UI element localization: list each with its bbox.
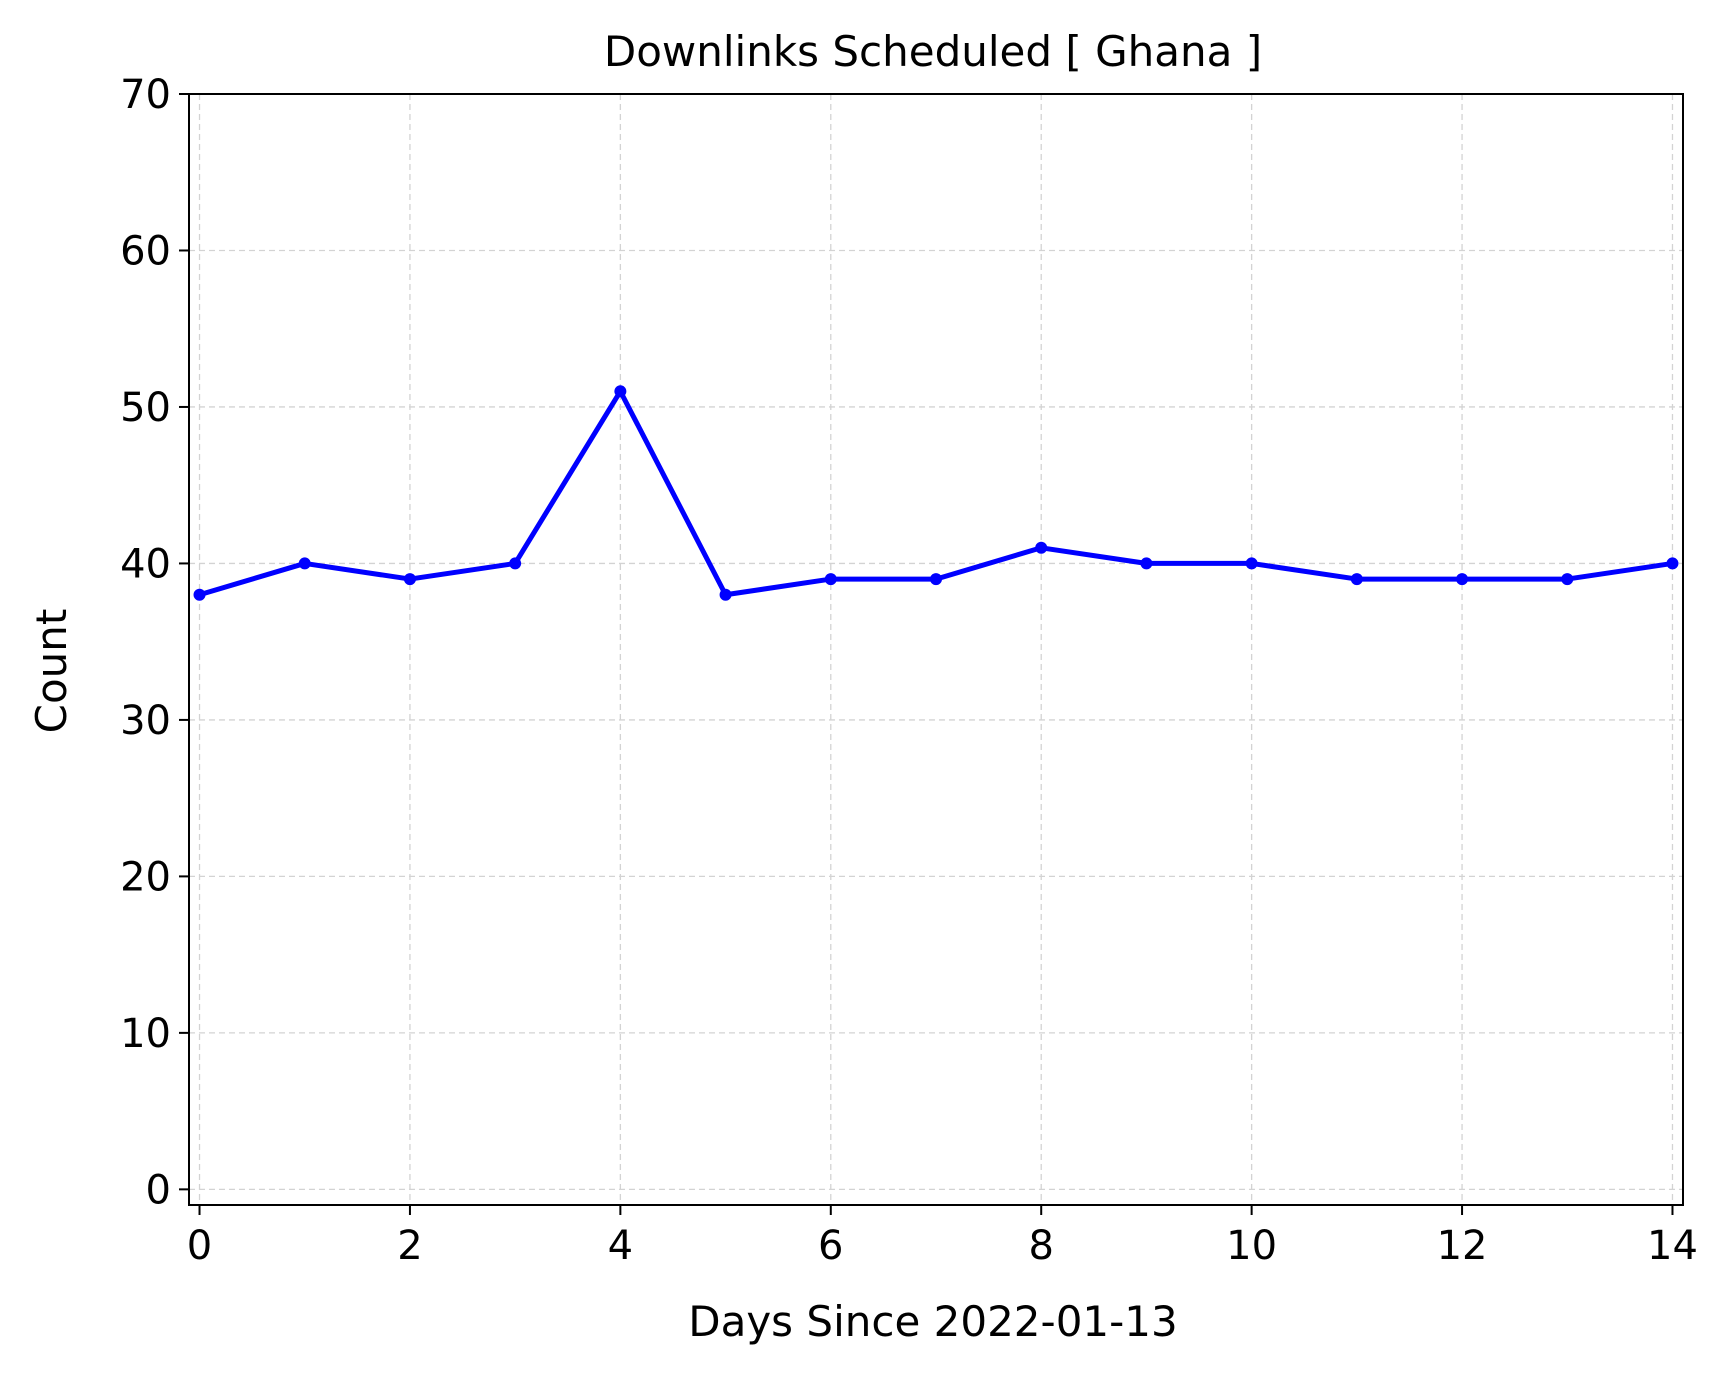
y-tick-label: 20 [120,854,171,900]
data-point [930,573,942,586]
data-point [719,588,732,601]
data-point [1350,573,1363,586]
data-point [403,573,416,586]
data-point [1035,541,1048,554]
series-line [197,388,1675,598]
x-tick-label: 6 [818,1223,843,1269]
series-layer [193,385,1679,601]
data-point [298,557,311,570]
chart-title: Downlinks Scheduled [ Ghana ] [604,27,1262,76]
grid-layer [189,93,1683,1205]
data-point [824,573,837,586]
x-tick-label: 4 [608,1223,633,1269]
y-tick-label: 0 [146,1167,171,1213]
x-tick-label: 2 [397,1223,422,1269]
y-tick-label: 40 [120,541,171,587]
plot-frame [188,93,1684,1206]
data-point [1140,557,1153,570]
x-tick-label: 10 [1226,1223,1277,1269]
y-tick-label: 30 [120,698,171,744]
x-tick-label: 8 [1028,1223,1053,1269]
x-tick-label: 12 [1437,1223,1488,1269]
x-tick-label: 0 [187,1223,212,1269]
y-axis-label: Count [27,609,76,734]
data-point [614,385,627,398]
x-tick-label: 14 [1647,1223,1698,1269]
y-tick-label: 10 [120,1011,171,1057]
data-point [1666,557,1679,570]
y-tick-label: 50 [120,385,171,431]
tick-layer: 0 2 4 6 8 10 12 14 0 10 20 30 40 50 60 70 [120,72,1698,1269]
x-axis-label: Days Since 2022-01-13 [688,1297,1177,1346]
data-point [509,557,522,570]
y-tick-label: 60 [120,228,171,274]
data-point [193,588,206,601]
data-point [1561,573,1574,586]
data-point [1245,557,1258,570]
y-tick-label: 70 [120,72,171,118]
data-point [1456,573,1469,586]
